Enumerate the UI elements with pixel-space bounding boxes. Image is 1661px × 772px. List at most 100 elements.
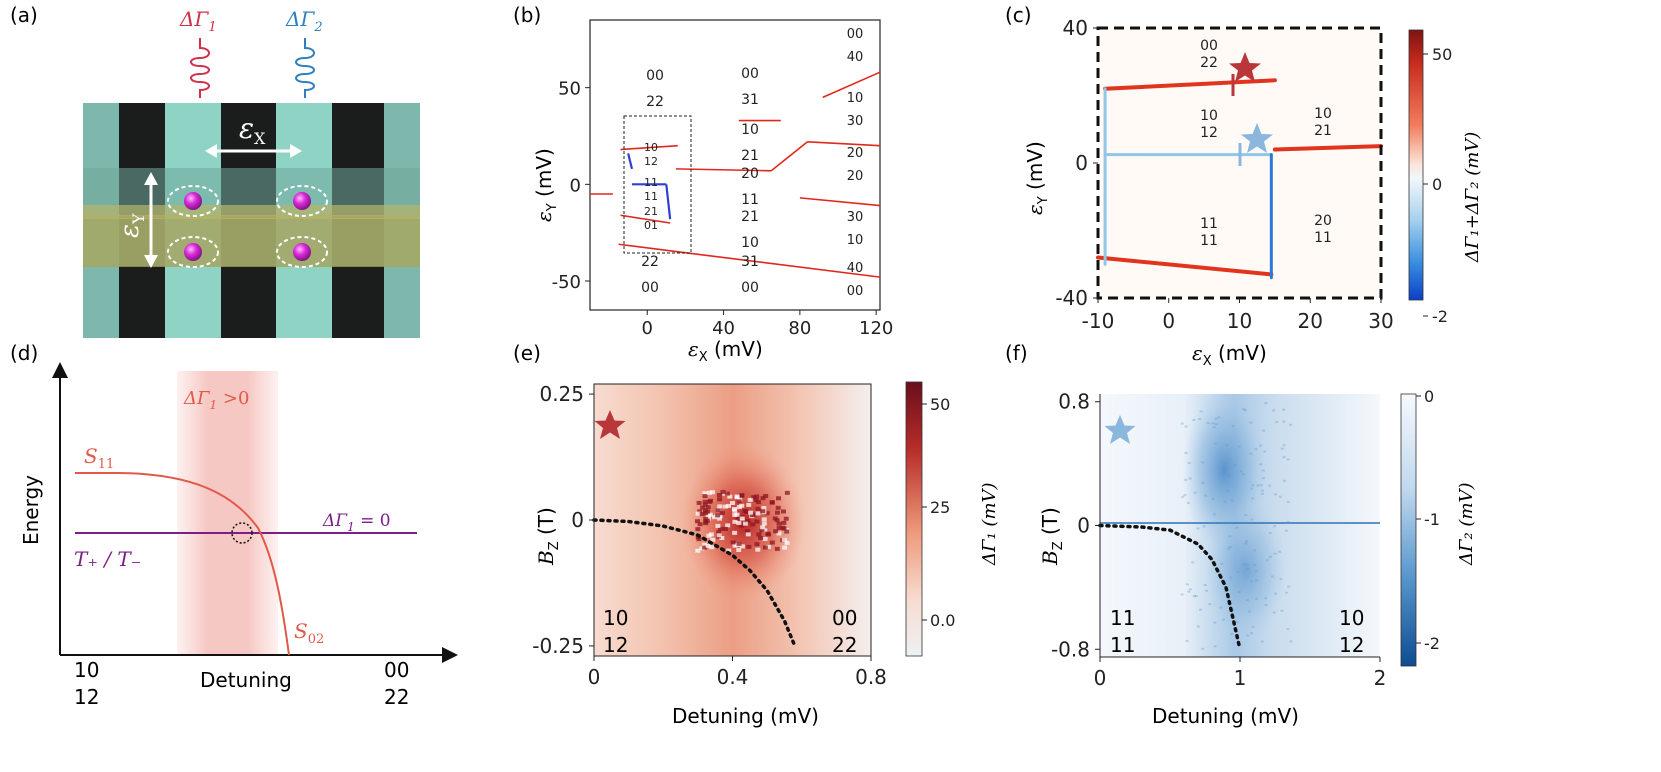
plot-e-noise-pixel	[719, 535, 725, 540]
plot-e-noise-pixel	[707, 512, 713, 517]
plot-f-noise-pixel	[1265, 559, 1269, 562]
plot-b-state-bot: 11	[644, 190, 658, 203]
plot-e-noise-pixel	[760, 496, 766, 501]
plot-f-noise-pixel	[1244, 514, 1248, 517]
plot-e-noise-pixel	[732, 530, 738, 535]
plot-b-xlabel: εX (mV)	[688, 337, 763, 365]
plot-c-colorbar-ticks: 50 0 -2	[1423, 45, 1452, 326]
plot-f-noise-pixel	[1203, 584, 1207, 587]
plot-c-xlabel: εX (mV)	[1192, 341, 1267, 369]
triplet-label: T₊ / T₋	[74, 547, 141, 571]
plot-f-noise-pixel	[1228, 535, 1232, 538]
plot-f-noise-pixel	[1272, 611, 1276, 614]
star-red-icon	[1229, 52, 1261, 82]
plot-f-noise-pixel	[1198, 417, 1202, 420]
plot-c-red-right-line	[1272, 144, 1383, 152]
plot-e-noise-pixel	[773, 529, 779, 534]
plot-e-noise-pixel	[783, 516, 789, 521]
plot-f-noise-pixel	[1227, 547, 1231, 550]
plot-c-state-top: 00	[1200, 38, 1218, 54]
plot-c-red-top-line	[1103, 78, 1277, 91]
plot-f-noise-pixel	[1227, 474, 1231, 477]
plot-e-noise-pixel	[702, 542, 708, 547]
plot-f-noise-pixel	[1282, 408, 1286, 411]
plot-c-cbar-tick-label: 50	[1432, 45, 1452, 64]
plot-f-ytick-label: 0	[1077, 514, 1090, 538]
plot-e-noise-pixel	[739, 516, 745, 521]
plot-f-noise-pixel	[1194, 594, 1198, 597]
plot-b-blue-3-line	[665, 184, 672, 220]
plot-e-noise-pixel	[776, 496, 782, 501]
plot-e-xtick-label: 0	[588, 665, 601, 689]
plot-e-noise-pixel	[761, 506, 767, 511]
plot-e-noise-pixel	[739, 544, 745, 549]
plot-f-noise-pixel	[1204, 494, 1208, 497]
panel-f-tag: (f)	[1005, 341, 1028, 365]
plot-e-noise-pixel	[716, 493, 722, 498]
d-right-bot: 22	[384, 685, 409, 709]
plot-e-noise-pixel	[781, 537, 787, 542]
plot-f-noise-pixel	[1212, 513, 1216, 516]
plot-e-noise-pixel	[750, 522, 756, 527]
plot-e-noise-pixel	[784, 540, 790, 545]
resonator-2-label: ΔΓ2	[285, 7, 323, 35]
plot-b-red-6-line	[770, 141, 808, 172]
plot-b-state-bot: 22	[646, 94, 664, 110]
plot-e-noise-pixel	[742, 508, 748, 513]
plot-f-noise-pixel	[1244, 542, 1248, 545]
plot-e-noise-pixel	[732, 513, 738, 518]
plot-b-red-10-line	[694, 253, 881, 278]
plot-f-noise-pixel	[1273, 552, 1277, 555]
plot-e-noise-pixel	[732, 508, 738, 513]
plot-b-ytick-label: 50	[558, 79, 581, 100]
plot-f-noise-pixel	[1261, 469, 1265, 472]
plot-f-noise-pixel	[1214, 417, 1218, 420]
plot-f-noise-pixel	[1246, 634, 1250, 637]
plot-e-noise-pixel	[702, 502, 708, 507]
plot-b-red-4-line	[620, 144, 678, 151]
plot-e-colorbar	[905, 381, 923, 657]
panel-d: (d) Energy ΔΓ1 >0 S11 S02 ΔΓ1 = 0 T₊ / T…	[10, 341, 458, 709]
plot-f-noise	[1180, 402, 1293, 650]
panel-e-tag: (e)	[513, 341, 541, 365]
plot-e-ytick-label: 0.25	[539, 382, 584, 406]
plot-f-noise-pixel	[1199, 410, 1203, 413]
plot-e-noise-pixel	[697, 522, 703, 527]
plot-b-ytick-label: 0	[570, 175, 581, 196]
plot-e-noise-pixel	[776, 531, 782, 536]
plot-b-state-bot: 00	[847, 284, 864, 299]
plot-b-state-top: 10	[644, 141, 658, 154]
resonator-2-icon	[295, 38, 315, 98]
plot-e-noise-pixel	[715, 523, 721, 528]
plot-f-noise-pixel	[1201, 481, 1205, 484]
plot-e-noise-pixel	[720, 490, 726, 495]
plot-e-noise-pixel	[726, 503, 732, 508]
plot-e-xtick-label: 0.8	[855, 665, 887, 689]
plot-f-noise-pixel	[1251, 497, 1255, 500]
plot-f-noise-pixel	[1254, 570, 1258, 573]
plot-e-noise-pixel	[722, 504, 728, 509]
plot-f-noise-pixel	[1193, 491, 1197, 494]
panel-d-tag: (d)	[10, 341, 38, 365]
plot-b-state-bot: 00	[741, 280, 759, 296]
plot-f-noise-pixel	[1243, 409, 1247, 412]
plot-b-ticks: 0 40 80 120 50 0 -50	[552, 79, 894, 339]
plot-f-noise-pixel	[1248, 610, 1252, 613]
plot-c-state-top: 10	[1314, 106, 1332, 122]
plot-b-state-top: 10	[741, 122, 759, 138]
plot-b-state-top: 31	[741, 254, 759, 270]
plot-f-noise-pixel	[1262, 429, 1266, 432]
plot-f-noise-pixel	[1209, 522, 1213, 525]
f-right-bot: 12	[1339, 633, 1364, 657]
plot-f-noise-pixel	[1184, 451, 1188, 454]
plot-f-noise-pixel	[1192, 418, 1196, 421]
plot-f-noise-pixel	[1188, 588, 1192, 591]
plot-f-noise-pixel	[1202, 525, 1206, 528]
plot-c-ticks: -10 0 10 20 30 40 0 -40	[1055, 16, 1393, 333]
plot-e-noise-pixel	[755, 547, 761, 552]
plot-f-cbar-tick-label: 0	[1424, 387, 1434, 406]
plot-f-boundary	[1098, 523, 1242, 652]
plot-f-noise-pixel	[1199, 608, 1203, 611]
